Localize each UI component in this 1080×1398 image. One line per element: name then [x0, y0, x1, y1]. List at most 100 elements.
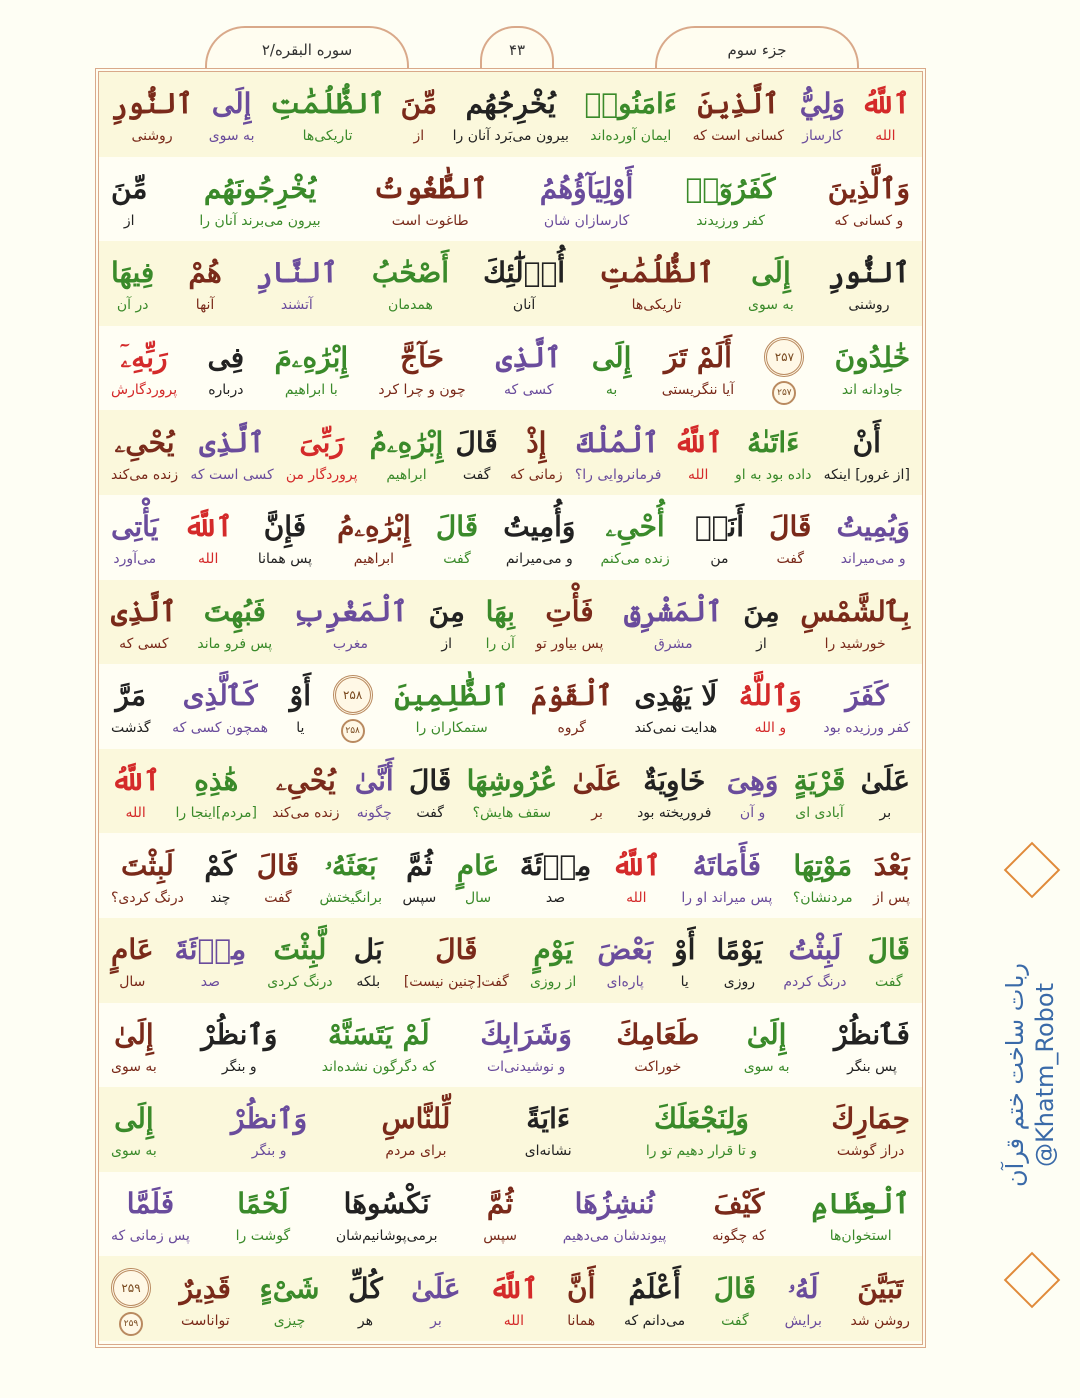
word-pair: ثُمَّ سپس — [402, 833, 436, 918]
persian-translation: از — [123, 212, 135, 229]
verse-number: ۲۵۹ — [111, 1267, 151, 1308]
arabic-word: يُخْرِجُونَهُم — [203, 171, 317, 205]
arabic-word: عَامٍ — [456, 848, 500, 882]
word-pair: رَبِّىَ پروردگار من — [286, 410, 358, 495]
arabic-word: فَٱنظُرْ — [833, 1017, 910, 1051]
word-pair: إِذْ زمانی که — [510, 410, 563, 495]
arabic-word: قَالَ — [409, 764, 452, 798]
word-pair: مَرَّ گذشت — [111, 664, 151, 749]
persian-translation: زنده می‌کند — [111, 466, 179, 483]
arabic-word: تَبَيَّنَ — [857, 1271, 904, 1305]
persian-translation: الله — [626, 889, 647, 906]
word-pair: بِٱلشَّمْسِ خورشید را — [800, 580, 910, 665]
word-pair: عُرُوشِهَا سقف هایش؟ — [467, 749, 558, 834]
word-pair: ٱلظُّلُمَٰتِ تاریکی‌ها — [270, 72, 385, 157]
verse-line: حِمَارِكَ دراز گوشت وَلِنَجْعَلَكَ و تا قرا… — [99, 1087, 922, 1172]
persian-translation: یا — [680, 974, 689, 991]
persian-translation: تواناست — [180, 1312, 230, 1329]
persian-translation: و کسانی که — [834, 212, 904, 229]
ornament-icon — [1003, 1251, 1061, 1309]
arabic-word: بَعَثَهُۥ — [324, 848, 377, 882]
persian-translation: چند — [210, 889, 231, 906]
arabic-word: شَىْءٍ — [259, 1271, 320, 1305]
arabic-word: ٱلْقَوْمَ — [530, 679, 613, 713]
arabic-word: قَالَ — [435, 510, 479, 544]
surah-label: سوره البقره/۲ — [205, 26, 409, 72]
verse-number: ۲۵۸ — [332, 675, 373, 716]
persian-translation: آتشند — [280, 297, 313, 314]
persian-translation: از — [756, 635, 767, 652]
watermark-line1: ربات ساخت ختم قرآن — [1001, 963, 1029, 1187]
persian-translation: به — [605, 382, 618, 399]
persian-translation: و الله — [754, 720, 787, 737]
watermark-text: ربات ساخت ختم قرآن @Khatm_Robot — [1000, 963, 1060, 1187]
persian-translation: بیرون می‌بَرد آنان را — [452, 128, 569, 145]
word-pair: كُلِّ هر — [348, 1256, 383, 1341]
arabic-word: إِذْ — [526, 425, 547, 459]
persian-translation: مردنشان؟ — [792, 889, 853, 906]
word-pair: أَنْ [از غرور] اینکه — [824, 410, 910, 495]
persian-translation: ایمان آورده‌اند — [590, 128, 672, 145]
word-pair: كَيْفَ که چگونه — [712, 1172, 766, 1257]
arabic-word: أَصْحَٰبُ — [371, 256, 450, 290]
persian-translation: پس همانا — [257, 551, 312, 568]
persian-translation: الله — [198, 551, 219, 568]
arabic-word: قَدِيرٌ — [179, 1271, 231, 1305]
persian-translation: با ابراهیم — [284, 382, 338, 399]
arabic-word: أَوْلِيَآؤُهُمُ — [539, 171, 634, 205]
word-pair: قَالَ گفت — [456, 410, 498, 495]
persian-translation: پاره‌ای — [606, 974, 644, 991]
arabic-word: إِلَىٰ — [746, 1017, 787, 1051]
word-pair: إِبْرَٰهِۦمُ ابراهیم — [337, 495, 411, 580]
arabic-word: ٱللَّهُ — [860, 87, 910, 121]
arabic-word: كَفَرُوٓا۟ — [685, 171, 776, 205]
persian-translation: استخوان‌ها — [829, 1228, 892, 1245]
persian-translation: روزی — [723, 974, 756, 991]
verse-line: فَٱنظُرْ پس بنگر إِلَىٰ به سوی طَعَامِكَ خورا… — [99, 1002, 922, 1088]
persian-translation: دراز گوشت — [836, 1143, 905, 1160]
persian-translation: آن را — [485, 635, 515, 652]
word-pair: بَعَثَهُۥ برانگیختش — [320, 833, 382, 918]
word-pair: كَٱلَّذِى همچون کسی که — [172, 664, 268, 749]
persian-translation: زمانی که — [509, 466, 563, 483]
arabic-word: كَٱلَّذِى — [182, 679, 258, 713]
persian-translation: پس زمانی که — [111, 1228, 190, 1245]
arabic-word: إِلَىٰ — [114, 1017, 154, 1051]
word-pair: أَنَا۠ من — [695, 495, 744, 580]
persian-translation: درنگ کردی — [267, 974, 333, 991]
word-pair: ٱلْمَغْرِبِ مغرب — [293, 580, 408, 665]
page-header: سوره البقره/۲ ۴۳ جزء سوم — [95, 18, 930, 72]
persian-translation: پس میراند او را — [681, 889, 773, 906]
persian-translation: الله — [688, 466, 709, 483]
persian-translation: الله — [503, 1312, 524, 1329]
arabic-word: بَعْضَ — [597, 933, 653, 967]
arabic-word: لِّلنَّاسِ — [381, 1102, 451, 1136]
arabic-word: وَأُمِيتُ — [503, 510, 576, 544]
word-pair: يُحْىِۦ زنده می‌کند — [272, 749, 339, 834]
persian-translation: خوراکت — [634, 1058, 682, 1075]
word-pair: قَالَ گفت[چنین نیست] — [404, 918, 509, 1003]
persian-translation: صد — [545, 889, 566, 906]
arabic-word: كَيْفَ — [713, 1187, 765, 1221]
word-pair: يَأْتِى می‌آورد — [111, 495, 158, 580]
word-pair: كَمْ چند — [204, 833, 236, 918]
persian-translation: هدایت نمی‌کند — [634, 720, 718, 737]
word-pair: فَإِنَّ پس همانا — [258, 495, 312, 580]
word-pair: لَا يَهْدِى هدایت نمی‌کند — [634, 664, 717, 749]
persian-translation: سال — [464, 889, 492, 906]
word-pair: نَكْسُوهَا برمی‌پوشانیم‌شان — [336, 1172, 438, 1257]
word-pair: تَبَيَّنَ روشن شد — [851, 1256, 910, 1341]
persian-translation: [مردم]اینجا را — [175, 805, 257, 822]
persian-translation: پروردگار من — [285, 466, 358, 483]
persian-translation: آنها — [195, 297, 215, 314]
persian-translation: گفت — [462, 466, 491, 483]
persian-translation: مغرب — [332, 635, 368, 652]
verse-line: بِٱلشَّمْسِ خورشید را مِنَ از ٱلْمَشْرِقِ مشر… — [99, 579, 922, 665]
page-number: ۴۳ — [480, 26, 554, 72]
persian-translation: سپس — [483, 1228, 518, 1245]
arabic-word: أُحْىِۦ — [605, 510, 665, 544]
arabic-word: وَٱنظُرْ — [201, 1017, 278, 1051]
word-pair: وَٱنظُرْ و بنگر — [201, 1003, 277, 1088]
persian-translation: آنان — [512, 297, 536, 314]
arabic-word: مِنَ — [428, 594, 465, 628]
